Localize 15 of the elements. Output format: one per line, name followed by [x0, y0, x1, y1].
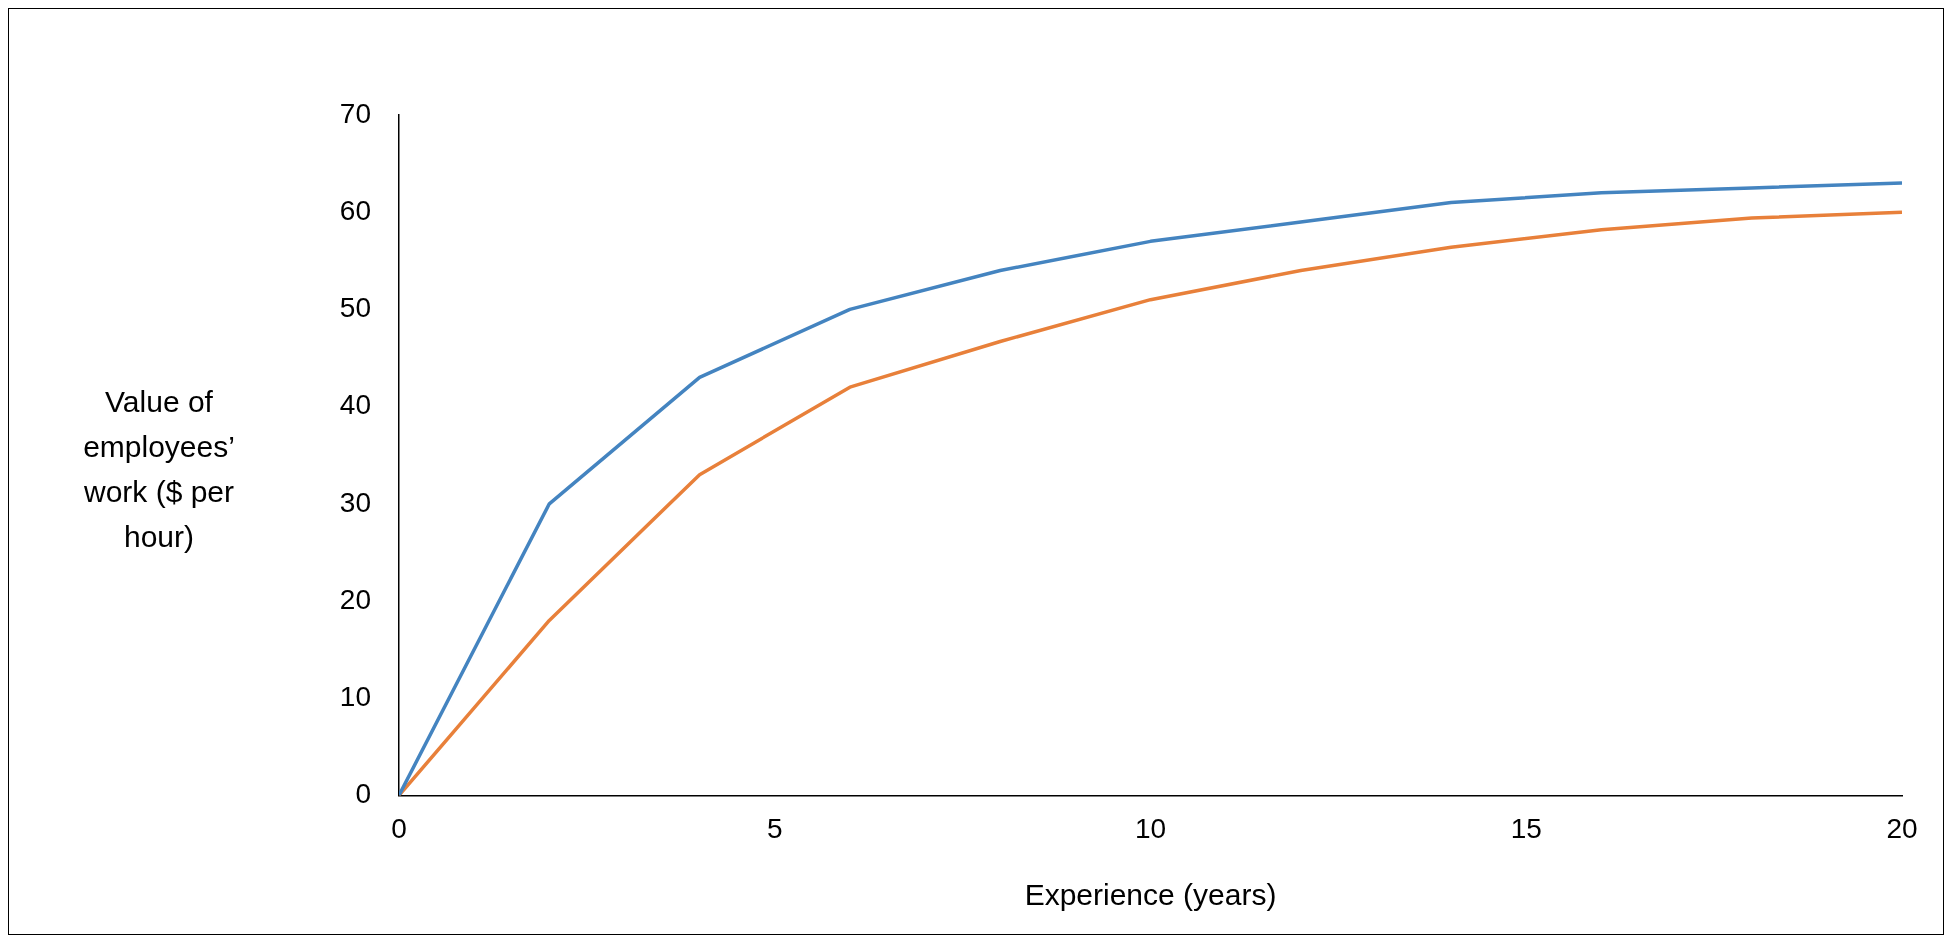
x-tick-label: 10: [1134, 812, 1167, 844]
y-tick-label: 60: [339, 194, 371, 226]
x-tick-label: 20: [1886, 812, 1918, 844]
y-tick-label: 10: [339, 680, 371, 712]
x-axis-title: Experience (years): [1024, 878, 1277, 912]
y-tick-label: 20: [339, 583, 371, 615]
x-tick-label: 15: [1510, 812, 1542, 844]
y-tick-label: 50: [339, 292, 371, 324]
x-tick-label: 0: [391, 812, 407, 844]
y-axis-title: Value of employees’ work ($ per hour): [82, 384, 236, 555]
x-tick-label: 5: [766, 812, 783, 844]
y-tick-label: 40: [339, 389, 371, 421]
y-tick-label: 0: [355, 778, 371, 810]
y-tick-label: 30: [339, 486, 371, 518]
y-tick-label: 70: [339, 97, 371, 129]
